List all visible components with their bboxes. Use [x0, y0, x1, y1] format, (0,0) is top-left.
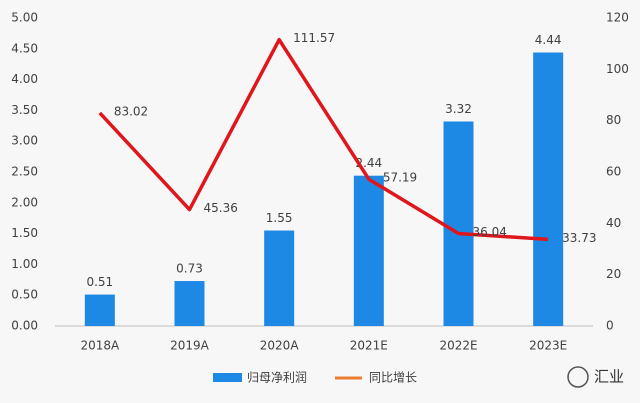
y-tick-label: 0.50 [11, 288, 38, 302]
y-tick-label: 1.00 [11, 257, 38, 271]
y-tick-label: 3.00 [11, 134, 38, 148]
line-value-label: 83.02 [114, 104, 148, 118]
bar-value-label: 1.55 [266, 211, 293, 225]
line-value-label: 33.73 [562, 231, 596, 245]
y2-tick-label: 20 [606, 267, 621, 281]
line-value-label: 57.19 [383, 171, 417, 185]
bar [84, 294, 115, 326]
y2-tick-label: 0 [606, 319, 614, 333]
y2-tick-label: 60 [606, 165, 621, 179]
y2-tick-label: 80 [606, 113, 621, 127]
legend-label: 归母净利润 [247, 371, 307, 385]
bar [353, 175, 384, 326]
legend-label: 同比增长 [369, 371, 417, 385]
line-value-label: 111.57 [293, 31, 335, 45]
bar-value-label: 0.51 [86, 275, 113, 289]
line-value-label: 36.04 [473, 225, 507, 239]
y-tick-label: 3.50 [11, 103, 38, 117]
y-tick-label: 5.00 [11, 11, 38, 25]
bar [443, 121, 474, 326]
watermark-icon [567, 366, 589, 388]
bar [533, 52, 564, 326]
y-tick-label: 4.00 [11, 72, 38, 86]
y2-tick-label: 120 [606, 11, 629, 25]
y-tick-label: 2.00 [11, 195, 38, 209]
bar-value-label: 0.73 [176, 262, 203, 276]
x-tick-label: 2018A [80, 339, 120, 353]
y2-tick-label: 100 [606, 62, 629, 76]
y-tick-label: 4.50 [11, 41, 38, 55]
bar [174, 281, 205, 326]
y2-tick-label: 40 [606, 216, 621, 230]
x-tick-label: 2021E [350, 339, 388, 353]
bar-value-label: 3.32 [445, 102, 472, 116]
y-tick-label: 2.50 [11, 165, 38, 179]
y-tick-label: 0.00 [11, 319, 38, 333]
line-value-label: 45.36 [204, 201, 238, 215]
x-tick-label: 2022E [439, 339, 477, 353]
bar-value-label: 4.44 [535, 33, 562, 47]
legend-swatch [213, 373, 242, 382]
y-tick-label: 1.50 [11, 226, 38, 240]
x-tick-label: 2019A [170, 339, 210, 353]
line [98, 37, 549, 242]
watermark-text: 汇业 [594, 368, 624, 386]
watermark: 汇业 [567, 366, 624, 388]
x-tick-label: 2020A [260, 339, 300, 353]
bar [264, 230, 295, 326]
x-tick-label: 2023E [529, 339, 567, 353]
